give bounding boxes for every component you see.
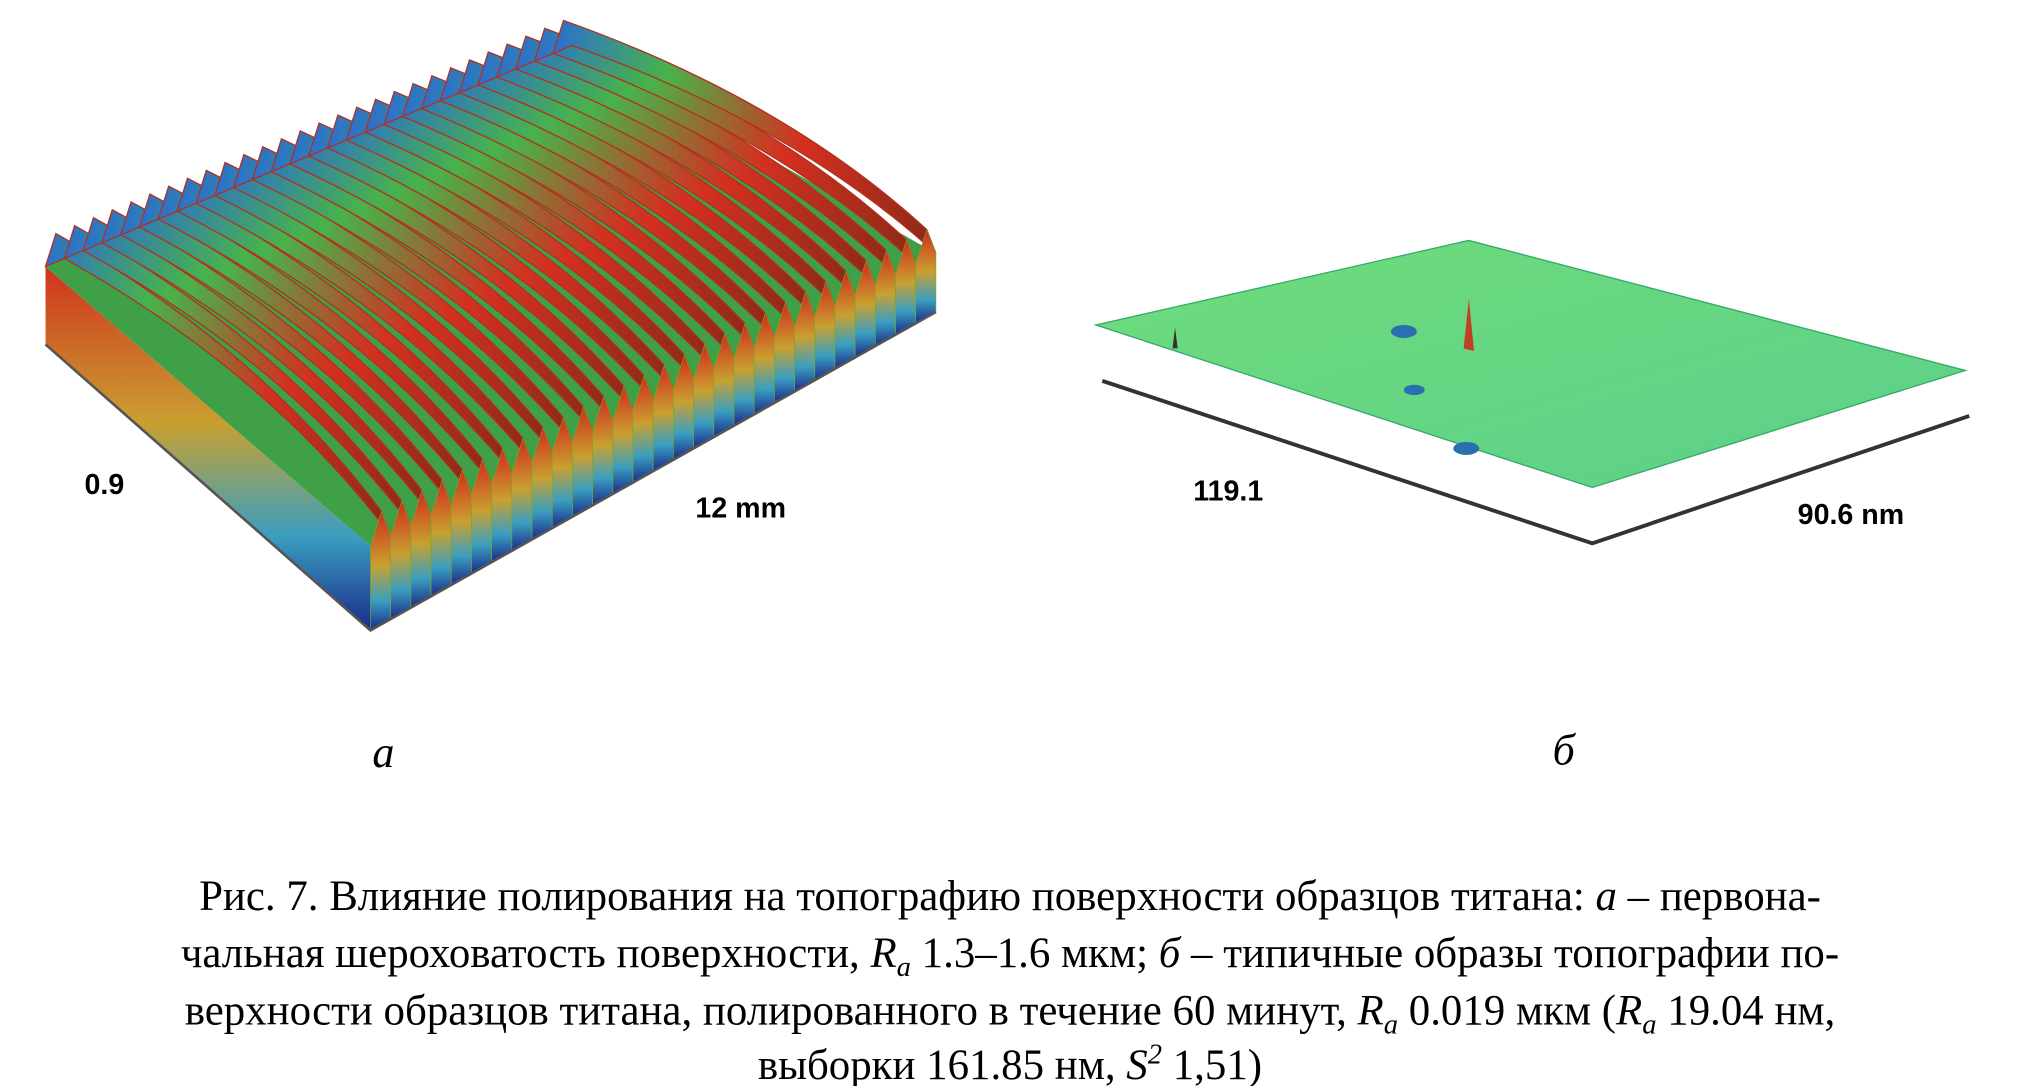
peak [1463,298,1475,351]
pit [1403,384,1425,396]
surface-a [44,19,937,632]
front-face [45,253,936,631]
caption-line: верхности образцов титана, полированного… [185,987,1836,1040]
caption-text: – первона- [1617,873,1821,920]
caption-text: – типичные образы топографии по- [1180,930,1839,977]
caption-text: а [1596,873,1617,920]
edge [44,310,937,632]
caption-text: a [1384,1009,1398,1040]
caption-text: 0.019 мкм ( [1398,987,1616,1034]
ridge [915,228,937,324]
caption-text: чальная шероховатость поверхности, [181,930,871,977]
axis-label: 119.1 [1193,475,1263,507]
caption-line: Рис. 7. Влияние полирования на топографи… [199,873,1821,920]
caption-line: выборки 161.85 нм, S2 1,51) [758,1039,1262,1086]
caption-text: Рис. 7. Влияние полирования на топографи… [199,873,1595,920]
caption-text: 2 [1148,1039,1162,1070]
caption-text: 19.04 нм, [1657,987,1836,1034]
pit [1390,324,1417,338]
plane [1093,239,1968,489]
pit [1453,441,1480,455]
peak [1172,327,1178,349]
panel-letter: б [1553,725,1577,774]
axis-label: 12 mm [695,492,786,524]
axis-label: 0.9 [85,469,125,501]
caption-text: б [1159,930,1182,977]
caption-line: чальная шероховатость поверхности, Ra 1.… [181,930,1839,983]
caption-text: 1,51) [1162,1042,1262,1086]
caption-text: a [897,952,911,983]
caption-text: R [1615,987,1642,1034]
panel-letter: а [372,728,394,777]
caption-text: выборки 161.85 нм, [758,1042,1126,1086]
caption-text: верхности образцов титана, полированного… [185,987,1358,1034]
caption-text: R [1357,987,1384,1034]
surface-b [1093,239,1970,546]
caption-text: 1.3–1.6 мкм; [911,930,1159,977]
edge [1101,378,1970,546]
caption-text: a [1642,1009,1656,1040]
caption-text: R [869,930,896,977]
caption-text: S [1126,1042,1147,1086]
axis-label: 90.6 nm [1798,499,1904,531]
